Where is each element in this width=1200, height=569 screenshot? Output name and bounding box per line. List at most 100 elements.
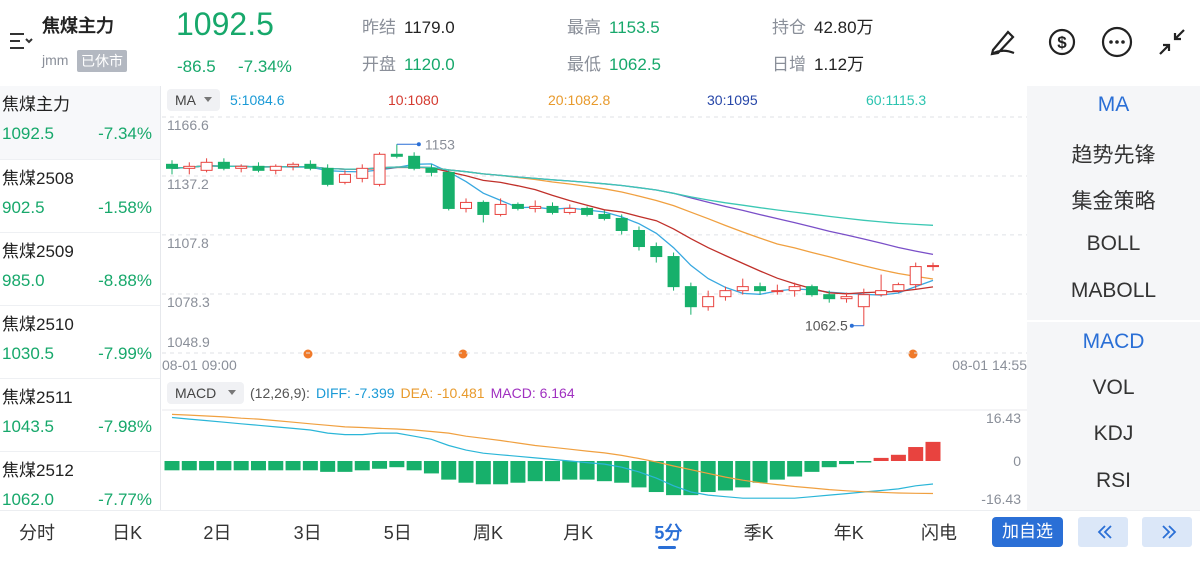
contract-row[interactable]: 焦煤2510 1030.5 -7.99%: [0, 305, 160, 379]
macd-bar: [873, 457, 889, 461]
y-tick-label: 1166.6: [167, 117, 209, 133]
candle-body: [287, 163, 300, 167]
period-tab[interactable]: 3日: [293, 523, 322, 543]
macd-label: MACD: 6.164: [490, 385, 575, 401]
period-tab[interactable]: 周K: [472, 523, 504, 543]
contract-row[interactable]: 焦煤主力 1092.5 -7.34%: [0, 86, 160, 159]
candle-body: [529, 205, 542, 209]
indicator-tab[interactable]: BOLL: [1086, 232, 1141, 255]
contract-row[interactable]: 焦煤2511 1043.5 -7.98%: [0, 378, 160, 452]
y-tick-label: 1048.9: [167, 334, 210, 350]
period-tab[interactable]: 5分: [654, 523, 683, 543]
next-button[interactable]: [1142, 517, 1192, 547]
more-icon[interactable]: [1100, 26, 1134, 58]
event-dot[interactable]: [908, 349, 918, 359]
period-tab[interactable]: 日K: [112, 523, 143, 543]
contract-name: 焦煤2510: [2, 315, 74, 334]
macd-bar: [199, 461, 215, 471]
period-tab[interactable]: 2日: [203, 523, 232, 543]
contract-price: 1062.0: [2, 490, 54, 509]
add-watchlist-button[interactable]: 加自选: [992, 517, 1063, 547]
contract-price: 902.5: [2, 198, 45, 217]
macd-bar: [320, 461, 336, 472]
exchange-icon[interactable]: $: [1045, 26, 1079, 58]
contract-name: 焦煤主力: [42, 16, 114, 36]
kline-chart: MA MACD 08-01 09:00 08-01 14:55 1166.6 11…: [162, 89, 1027, 507]
indicator-tab[interactable]: RSI: [1095, 469, 1131, 492]
indicator-box[interactable]: [167, 382, 244, 404]
macd-bar: [804, 461, 820, 472]
indicator-label[interactable]: MA: [175, 92, 197, 108]
stat-label: 日增: [772, 55, 806, 74]
candle-body: [702, 296, 715, 308]
dea-line: [171, 413, 934, 495]
macd-bar: [233, 461, 249, 471]
stat-value: 1179.0: [404, 18, 455, 37]
candle-body: [390, 153, 403, 157]
macd-bar: [648, 461, 664, 493]
candle-body: [408, 155, 421, 169]
candle-body: [304, 163, 317, 169]
ma-label: 10:1080: [388, 92, 439, 108]
change-pct: -7.34%: [238, 57, 292, 76]
period-tab[interactable]: 年K: [833, 523, 864, 543]
period-tab[interactable]: 季K: [743, 523, 774, 543]
svg-text:$: $: [1057, 33, 1067, 52]
indicator-tab[interactable]: KDJ: [1093, 422, 1134, 445]
stat: 最高 1153.5: [567, 13, 660, 38]
menu-icon[interactable]: [8, 30, 34, 52]
period-tab[interactable]: 月K: [563, 523, 594, 543]
y-tick-label: -16.43: [981, 491, 1021, 507]
stat-label: 持仓: [772, 18, 806, 37]
contract-name: 焦煤2512: [2, 461, 74, 480]
macd-params: (12,26,9):: [250, 385, 310, 401]
macd-bar: [856, 461, 872, 463]
indicator-tab[interactable]: MACD: [1082, 330, 1145, 353]
draw-icon[interactable]: [988, 26, 1018, 56]
macd-bar: [337, 461, 353, 472]
ma-label: 5:1084.6: [230, 92, 285, 108]
prev-button[interactable]: [1078, 517, 1128, 547]
event-dot[interactable]: [303, 349, 313, 359]
low-label: 1062.5: [805, 318, 848, 334]
contract-change: -8.88%: [98, 271, 152, 290]
contract-name: 焦煤主力: [2, 95, 70, 114]
contract-row[interactable]: 焦煤2509 985.0 -8.88%: [0, 232, 160, 306]
period-tab[interactable]: 分时: [19, 523, 55, 543]
candle-body: [684, 286, 697, 308]
macd-bar: [441, 461, 457, 480]
active-underline: [658, 546, 676, 549]
macd-bar: [735, 461, 751, 488]
contract-row[interactable]: 焦煤2512 1062.0 -7.77%: [0, 451, 160, 525]
candle-body: [460, 201, 473, 209]
y-tick-label: 16.43: [986, 410, 1021, 426]
contract-list: 焦煤主力 1092.5 -7.34% 焦煤2508 902.5 -1.58% 焦煤2509 9…: [0, 86, 160, 510]
period-tab[interactable]: 5日: [383, 523, 412, 543]
indicator-tab[interactable]: MA: [1097, 93, 1130, 116]
indicator-label[interactable]: MACD: [175, 385, 216, 401]
collapse-icon[interactable]: [1156, 26, 1190, 58]
macd-bar: [614, 461, 630, 483]
event-dot[interactable]: [458, 349, 468, 359]
macd-bar: [268, 461, 284, 471]
indicator-tab[interactable]: 集金策略: [1071, 190, 1156, 213]
stat-value: 1153.5: [609, 18, 660, 37]
stat-value: 1062.5: [609, 55, 661, 74]
candle-body: [875, 290, 888, 296]
indicator-tab[interactable]: MABOLL: [1070, 279, 1157, 302]
indicator-tab[interactable]: VOL: [1092, 376, 1135, 399]
period-tab[interactable]: 闪电: [921, 523, 957, 543]
candle-body: [494, 203, 507, 215]
ma-label: 30:1095: [707, 92, 758, 108]
time-end: 08-01 14:55: [952, 357, 1027, 373]
y-tick-label: 1078.3: [167, 294, 210, 310]
contract-row[interactable]: 焦煤2508 902.5 -1.58%: [0, 159, 160, 233]
indicator-tab[interactable]: 趋势先锋: [1071, 144, 1156, 167]
stat: 开盘 1120.0: [362, 50, 455, 75]
candle-body: [805, 286, 818, 296]
candle-body: [235, 165, 248, 169]
indicator-box[interactable]: [167, 89, 220, 111]
contract-price: 1043.5: [2, 417, 54, 436]
contract-change: -1.58%: [98, 198, 152, 217]
divider: [0, 510, 1200, 511]
